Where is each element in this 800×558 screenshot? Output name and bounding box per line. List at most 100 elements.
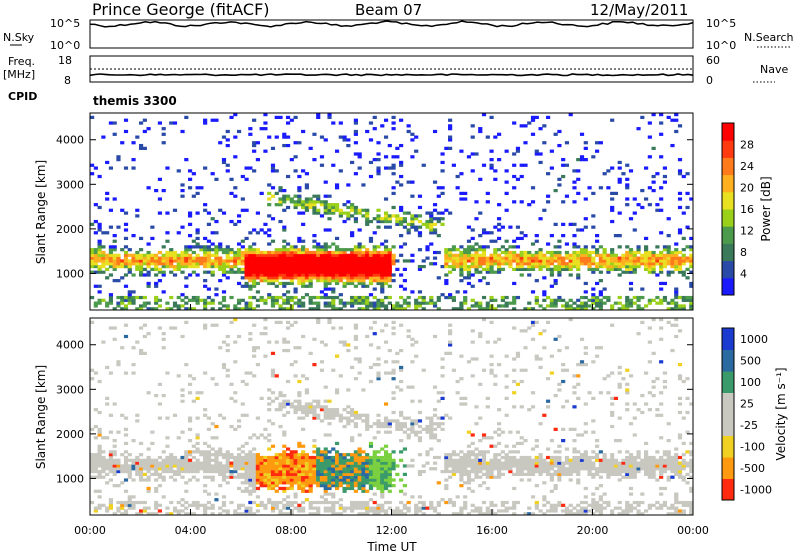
velocity-cell xyxy=(143,501,147,504)
velocity-cell xyxy=(165,507,169,510)
power-cell xyxy=(147,186,151,189)
velocity-cell xyxy=(599,470,603,473)
velocity-cell xyxy=(373,436,377,439)
velocity-cell xyxy=(248,453,252,456)
velocity-cell xyxy=(516,355,520,358)
power-cell xyxy=(331,304,335,307)
velocity-cell xyxy=(278,405,282,408)
velocity-cell xyxy=(512,380,516,383)
power-cell xyxy=(297,279,301,282)
power-cell xyxy=(248,166,252,169)
velocity-cell xyxy=(260,433,264,436)
power-cell xyxy=(312,262,316,265)
velocity-cell xyxy=(493,462,497,465)
velocity-cell xyxy=(124,509,128,512)
power-cell xyxy=(241,254,245,257)
velocity-cell xyxy=(365,414,369,417)
power-cell xyxy=(196,265,200,268)
power-cell xyxy=(245,178,249,181)
power-cell xyxy=(350,304,354,307)
power-cell xyxy=(271,195,275,198)
power-cell xyxy=(603,259,607,262)
power-cell xyxy=(184,248,188,251)
power-cell xyxy=(203,279,207,282)
velocity-cell xyxy=(520,405,524,408)
power-cell xyxy=(655,259,659,262)
velocity-cell xyxy=(471,433,475,436)
velocity-cell xyxy=(113,467,117,470)
velocity-cell xyxy=(271,501,275,504)
power-cell xyxy=(403,287,407,290)
power-cell xyxy=(290,158,294,161)
velocity-cell xyxy=(101,467,105,470)
power-cell xyxy=(192,240,196,243)
power-cell xyxy=(610,206,614,209)
velocity-cell xyxy=(433,467,437,470)
power-cell xyxy=(354,262,358,265)
power-cell xyxy=(260,254,264,257)
velocity-cell xyxy=(316,478,320,481)
power-cell xyxy=(674,293,678,296)
power-cell xyxy=(403,217,407,220)
power-heatmap xyxy=(90,113,693,310)
power-cell xyxy=(452,268,456,271)
power-cell xyxy=(610,254,614,257)
power-cell xyxy=(459,150,463,153)
velocity-cell xyxy=(493,383,497,386)
power-cell xyxy=(595,262,599,265)
velocity-cell xyxy=(467,487,471,490)
power-cell xyxy=(116,257,120,260)
velocity-cell xyxy=(233,459,237,462)
velocity-cell xyxy=(369,380,373,383)
velocity-cell xyxy=(282,504,286,507)
velocity-cell xyxy=(444,462,448,465)
power-cell xyxy=(471,136,475,139)
velocity-cell xyxy=(380,478,384,481)
velocity-cell xyxy=(290,476,294,479)
power-cell xyxy=(207,296,211,299)
velocity-cell xyxy=(527,478,531,481)
velocity-cell xyxy=(177,470,181,473)
power-cell xyxy=(587,299,591,302)
beam-title: Beam 07 xyxy=(355,1,422,19)
velocity-cell xyxy=(346,473,350,476)
power-cell xyxy=(290,248,294,251)
power-cell xyxy=(433,223,437,226)
power-cell xyxy=(456,265,460,268)
power-cell xyxy=(576,169,580,172)
power-cell xyxy=(538,161,542,164)
velocity-cell xyxy=(505,456,509,459)
velocity-cell xyxy=(335,442,339,445)
power-cell xyxy=(316,251,320,254)
power-cell xyxy=(173,302,177,305)
power-cell xyxy=(271,276,275,279)
power-cell xyxy=(350,276,354,279)
velocity-cell xyxy=(365,470,369,473)
power-cell xyxy=(150,268,154,271)
power-cell xyxy=(350,231,354,234)
power-cell xyxy=(101,254,105,257)
power-cell xyxy=(147,273,151,276)
velocity-cell xyxy=(312,450,316,453)
velocity-cell xyxy=(282,490,286,493)
velocity-cell xyxy=(301,459,305,462)
velocity-cell xyxy=(557,459,561,462)
power-cell xyxy=(177,265,181,268)
power-cell xyxy=(131,166,135,169)
power-cell xyxy=(294,257,298,260)
velocity-cell xyxy=(388,425,392,428)
power-cell xyxy=(316,197,320,200)
power-cell xyxy=(339,257,343,260)
velocity-cell xyxy=(256,453,260,456)
power-cell xyxy=(116,265,120,268)
power-cell xyxy=(456,257,460,260)
power-cell xyxy=(158,259,162,262)
power-cell xyxy=(256,273,260,276)
velocity-cell xyxy=(388,490,392,493)
velocity-cell xyxy=(192,501,196,504)
power-cell xyxy=(158,257,162,260)
power-cell xyxy=(165,257,169,260)
power-cell xyxy=(606,271,610,274)
power-cell xyxy=(501,251,505,254)
velocity-cell xyxy=(290,456,294,459)
